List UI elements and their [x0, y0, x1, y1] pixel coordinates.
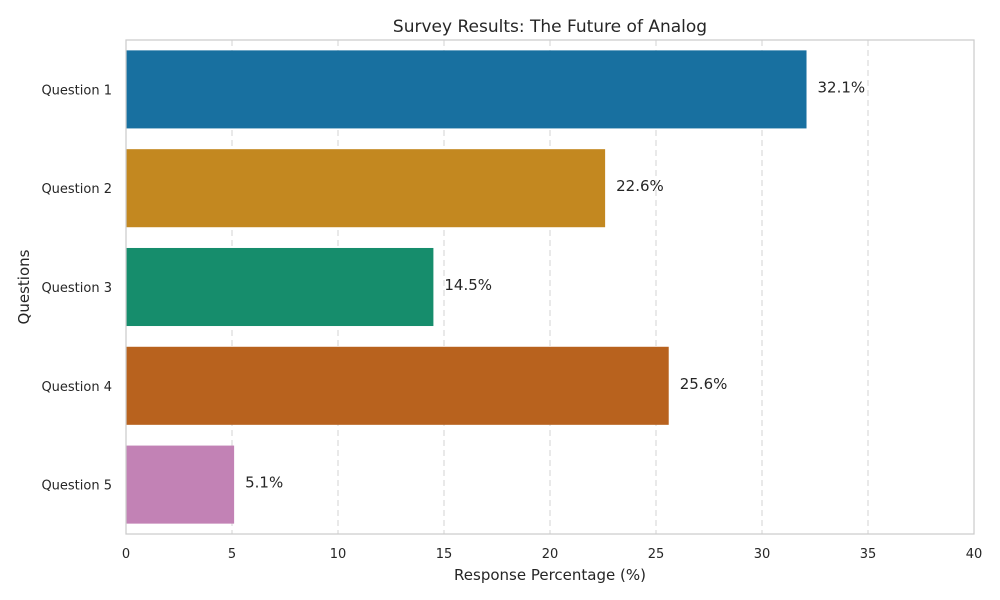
bar	[126, 149, 606, 228]
bar-value-label: 22.6%	[616, 177, 664, 195]
y-tick-label: Question 4	[41, 380, 112, 395]
x-tick-label: 30	[754, 547, 771, 562]
x-tick-label: 5	[228, 547, 236, 562]
bar	[126, 346, 669, 425]
y-tick-label: Question 5	[41, 479, 112, 494]
x-tick-label: 10	[330, 547, 347, 562]
bar-value-label: 14.5%	[444, 276, 492, 294]
y-tick-label: Question 1	[41, 83, 112, 98]
x-tick-label: 15	[436, 547, 453, 562]
bar-value-label: 5.1%	[245, 474, 283, 492]
bar	[126, 247, 434, 327]
x-tick-label: 40	[966, 547, 983, 562]
y-axis-label: Questions	[15, 249, 33, 324]
bar	[126, 50, 807, 129]
bar-value-label: 32.1%	[818, 78, 866, 96]
x-axis-label: Response Percentage (%)	[454, 566, 646, 584]
x-tick-label: 20	[542, 547, 559, 562]
bar-layer	[126, 50, 807, 524]
x-tick-label: 25	[648, 547, 665, 562]
y-tick-label: Question 2	[41, 182, 112, 197]
bar	[126, 445, 235, 524]
plot-frame	[125, 39, 975, 535]
y-tick-label: Question 3	[41, 281, 112, 296]
y-tick-layer: Question 1 Question 2 Question 3 Question 4…	[41, 83, 112, 493]
value-label-layer: 32.1% 22.6% 14.5% 25.6% 5.1%	[245, 78, 865, 491]
chart-title: Survey Results: The Future of Analog	[393, 17, 707, 37]
bar-value-label: 25.6%	[680, 375, 728, 393]
x-tick-label: 35	[860, 547, 877, 562]
x-tick-layer: 0 5 10 15 20 25 30 35 40	[122, 547, 982, 562]
x-tick-label: 0	[122, 547, 130, 562]
